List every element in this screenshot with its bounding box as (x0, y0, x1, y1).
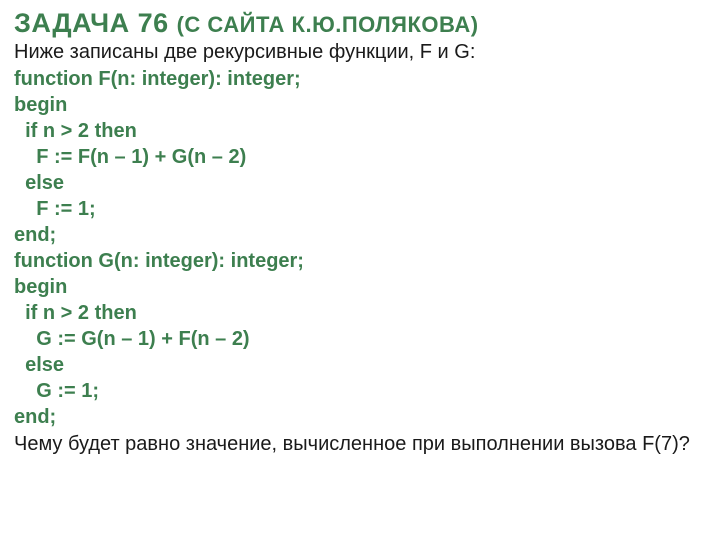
code-line: end; (14, 222, 706, 248)
title-suffix: (С САЙТА К.Ю.ПОЛЯКОВА) (177, 12, 479, 37)
code-line: begin (14, 92, 706, 118)
code-line: function G(n: integer): integer; (14, 248, 706, 274)
title-main: ЗАДАЧА 76 (14, 8, 177, 38)
code-line: G := G(n – 1) + F(n – 2) (14, 326, 706, 352)
code-line: if n > 2 then (14, 118, 706, 144)
code-line: if n > 2 then (14, 300, 706, 326)
code-line: else (14, 170, 706, 196)
intro-text: Ниже записаны две рекурсивные функции, F… (14, 41, 706, 64)
code-line: else (14, 352, 706, 378)
question-text: Чему будет равно значение, вычисленное п… (14, 432, 706, 457)
problem-title: ЗАДАЧА 76 (С САЙТА К.Ю.ПОЛЯКОВА) (14, 8, 706, 39)
code-line: begin (14, 274, 706, 300)
code-line: G := 1; (14, 378, 706, 404)
code-line: function F(n: integer): integer; (14, 66, 706, 92)
code-line: F := 1; (14, 196, 706, 222)
code-line: end; (14, 404, 706, 430)
code-block: function F(n: integer): integer; begin i… (14, 66, 706, 430)
code-line: F := F(n – 1) + G(n – 2) (14, 144, 706, 170)
